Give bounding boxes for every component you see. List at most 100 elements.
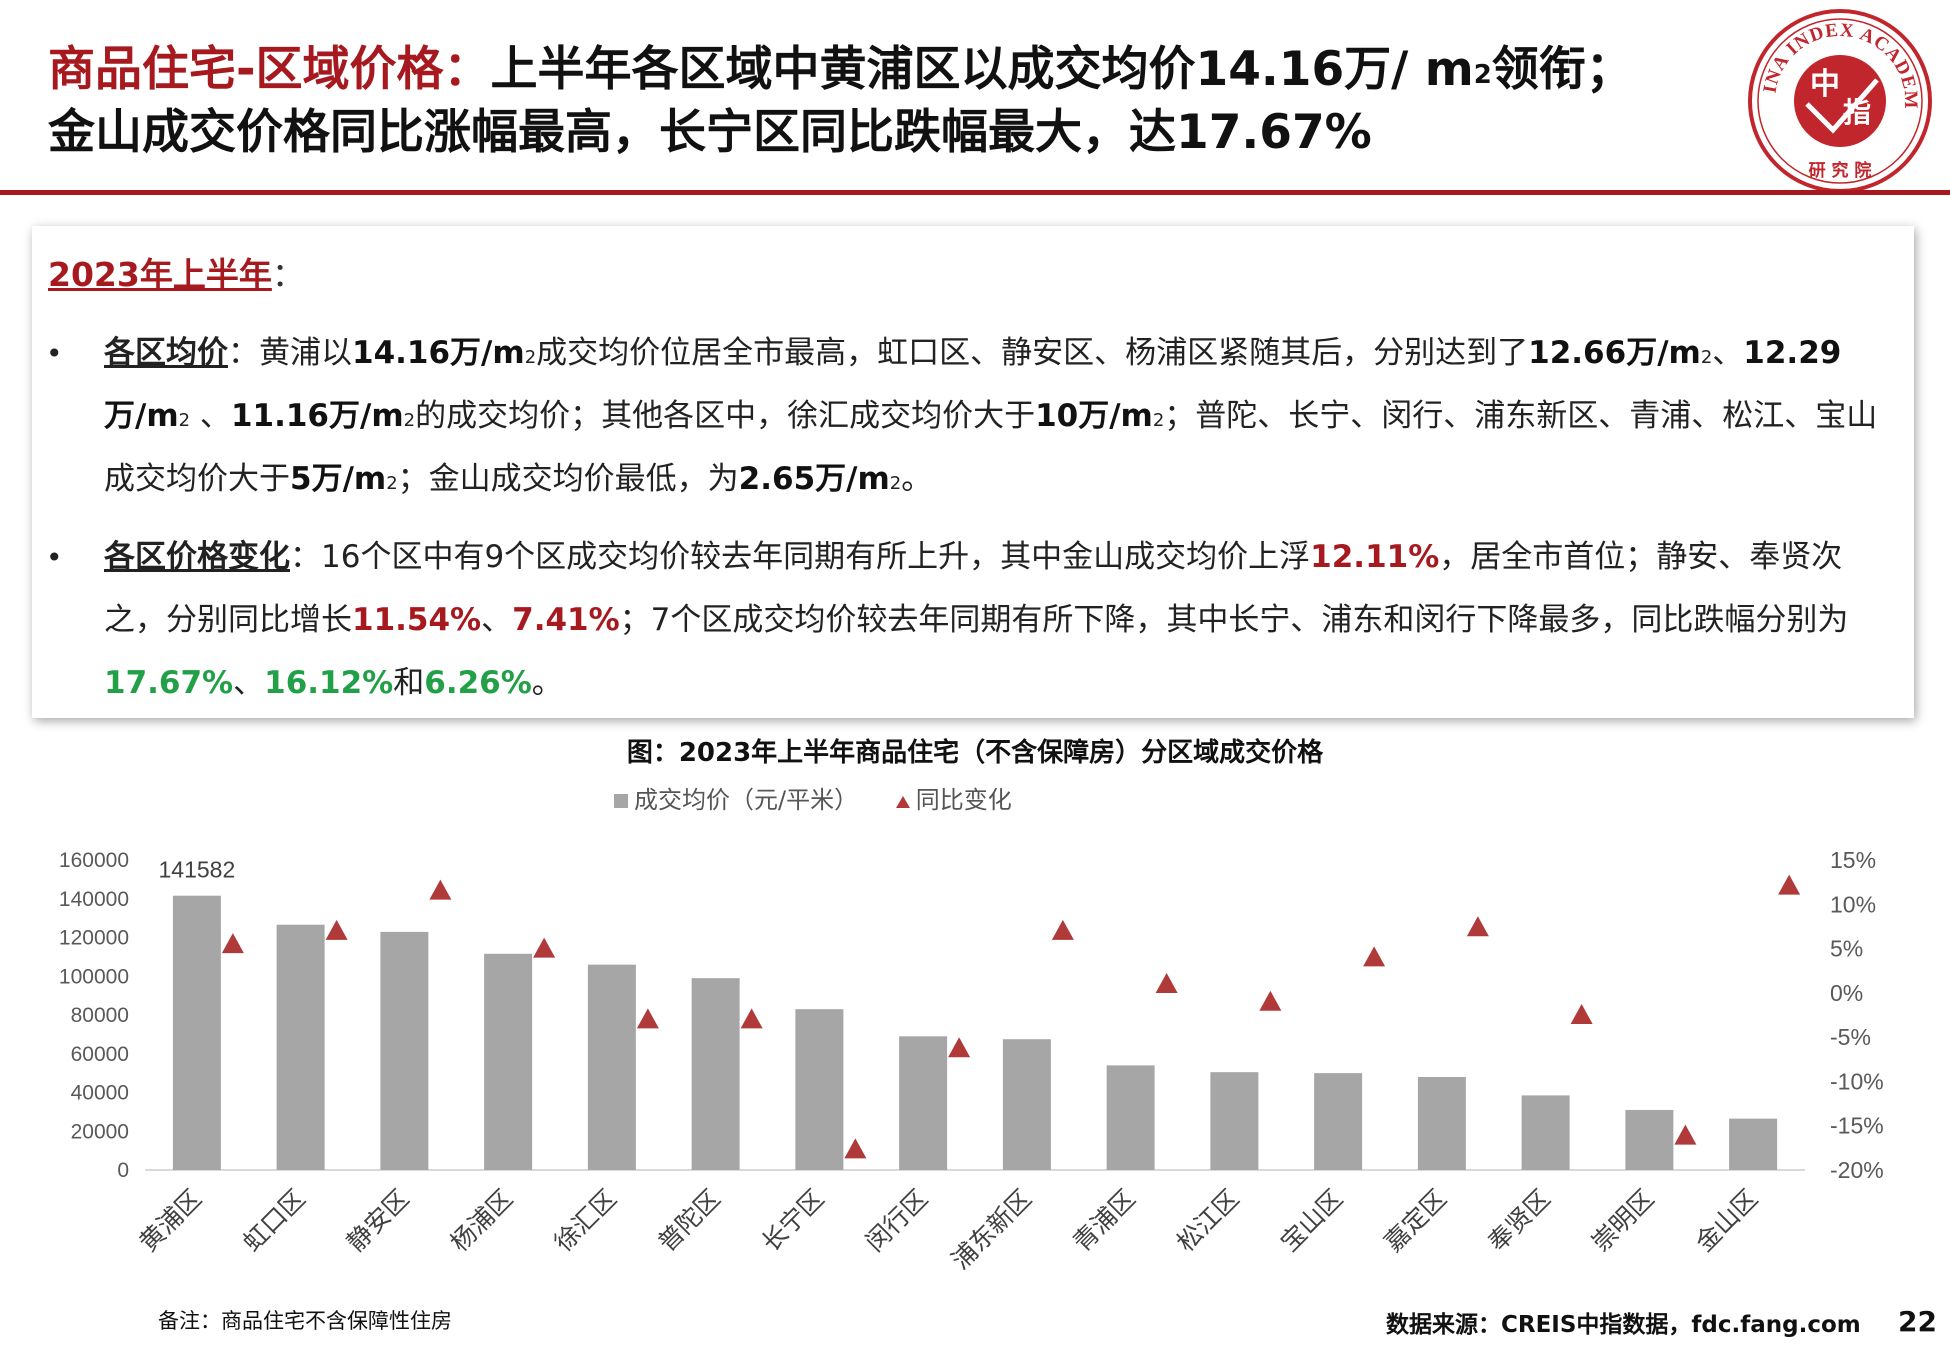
value-run: 12.66万/m xyxy=(1528,335,1701,371)
x-tick-label: 杨浦区 xyxy=(445,1184,519,1258)
text-run: ；7个区成交均价较去年同期有所下降，其中长宁、浦东和闵行下降最多，同比跌幅分别为 xyxy=(619,602,1849,638)
price-chart: 0 20000 40000 60000 80000 100000 120000 140000 1… xyxy=(59,847,1884,1275)
change-marker xyxy=(740,1008,763,1029)
x-tick-label: 嘉定区 xyxy=(1379,1184,1453,1258)
x-tick-label: 黄浦区 xyxy=(134,1184,208,1258)
x-tick-label: 浦东新区 xyxy=(946,1184,1037,1275)
bar xyxy=(172,895,221,1170)
x-tick-label: 静安区 xyxy=(341,1184,415,1258)
y-right-tick-label: 5% xyxy=(1830,936,1863,962)
change-marker xyxy=(1363,946,1386,967)
bullet-head: 各区均价 xyxy=(104,335,228,371)
text-run: ，居全市首位；静安、奉贤次之，分别同比增长 xyxy=(104,539,1843,638)
x-tick-label: 崇明区 xyxy=(1586,1184,1660,1258)
text-run: 、 xyxy=(233,665,265,701)
y-left-tick-label: 20000 xyxy=(71,1120,129,1143)
y-left-tick-label: 60000 xyxy=(71,1043,129,1066)
rise-value: 12.11% xyxy=(1310,539,1440,575)
text-run: ：黄浦以 xyxy=(228,335,352,371)
bar xyxy=(380,931,429,1170)
value-run: 10万/m xyxy=(1035,398,1153,434)
bar xyxy=(1210,1072,1259,1170)
bar xyxy=(1625,1109,1674,1170)
y-right-tick-label: -20% xyxy=(1830,1157,1884,1183)
bar xyxy=(795,1009,844,1170)
bar xyxy=(1417,1077,1466,1170)
text-run: 的成交均价；其他各区中，徐汇成交均价大于 xyxy=(415,398,1036,434)
y-left-tick-label: 40000 xyxy=(71,1082,129,1105)
bullet-dot: • xyxy=(46,337,63,370)
text-run: ；普陀、长宁、闵行、浦东新区、青浦、松江、宝山成交均价大于 xyxy=(104,398,1878,497)
legend-marker-label: 同比变化 xyxy=(915,786,1012,814)
bar xyxy=(691,978,740,1170)
bar xyxy=(1729,1118,1778,1170)
bar xyxy=(276,924,325,1170)
sup: 2 xyxy=(386,473,398,494)
bar xyxy=(484,953,533,1170)
chart-title: 图：2023年上半年商品住宅（不含保障房）分区域成交价格 xyxy=(626,738,1324,768)
sup: 2 xyxy=(1700,347,1713,368)
sup: 2 xyxy=(403,410,416,431)
bar xyxy=(1106,1065,1155,1170)
x-tick-label: 宝山区 xyxy=(1275,1184,1349,1258)
y-left-tick-label: 120000 xyxy=(59,927,129,950)
bar-data-label: 141582 xyxy=(159,857,236,883)
y-left-tick-label: 0 xyxy=(117,1159,129,1182)
title-text-1: 上半年各区域中黄浦区以成交均价14.16万/ m xyxy=(490,42,1474,97)
text-run: 。 xyxy=(531,665,563,701)
change-marker xyxy=(1674,1124,1697,1145)
change-marker xyxy=(636,1008,659,1029)
bullet-price-change: • 各区价格变化：16个区中有9个区成交均价较去年同期有所上升，其中金山成交均价… xyxy=(46,526,1894,715)
y-right-tick-label: -15% xyxy=(1830,1113,1884,1139)
x-tick-label: 金山区 xyxy=(1690,1184,1764,1258)
change-marker xyxy=(1466,916,1489,937)
summary-box: 2023年上半年： • 各区均价：黄浦以14.16万/m2成交均价位居全市最高，… xyxy=(32,226,1914,718)
fall-value: 6.26% xyxy=(424,665,532,701)
change-marker xyxy=(1051,919,1074,940)
summary-year-heading: 2023年上半年： xyxy=(48,248,305,296)
title-sup: 2 xyxy=(1473,60,1492,90)
x-tick-label: 松江区 xyxy=(1171,1184,1245,1258)
y-right-tick-label: -10% xyxy=(1830,1068,1884,1094)
bar xyxy=(899,1036,948,1170)
text-run: 和 xyxy=(393,665,425,701)
x-tick-label: 虹口区 xyxy=(237,1184,311,1258)
bar xyxy=(1002,1039,1051,1170)
page-title: 商品住宅-区域价格：上半年各区域中黄浦区以成交均价14.16万/ m2领衔； 金… xyxy=(48,38,1698,164)
value-run: 12.29万/m xyxy=(104,335,1842,434)
change-marker xyxy=(325,919,348,940)
legend-triangle-icon xyxy=(895,796,910,808)
y-left-tick-label: 100000 xyxy=(59,965,129,988)
change-marker xyxy=(948,1037,971,1058)
y-left-tick-label: 140000 xyxy=(59,888,129,911)
footer-note: 备注：商品住宅不含保障性住房 xyxy=(158,1309,452,1333)
text-run: ；金山成交均价最低，为 xyxy=(397,461,739,497)
text-run: 、 xyxy=(481,602,513,638)
x-tick-label: 奉贤区 xyxy=(1482,1184,1556,1258)
text-run: 、 xyxy=(1712,335,1744,371)
text-run: ：16个区中有9个区成交均价较去年同期有所上升，其中金山成交均价上浮 xyxy=(290,539,1311,575)
fall-value: 17.67% xyxy=(104,665,234,701)
change-marker xyxy=(221,933,244,954)
year-colon: ： xyxy=(271,255,305,294)
change-marker xyxy=(844,1138,867,1159)
value-run: 14.16万/m xyxy=(352,335,525,371)
chart-legend: 成交均价（元/平米） 同比变化 xyxy=(614,780,1012,815)
text-run: 、 xyxy=(190,398,231,434)
value-run: 11.16万/m xyxy=(230,398,404,434)
value-run: 5万/m xyxy=(290,461,387,497)
legend-bar-label: 成交均价（元/平米） xyxy=(634,786,859,814)
text-run: 。 xyxy=(901,461,933,497)
bar xyxy=(1314,1073,1363,1170)
x-tick-label: 长宁区 xyxy=(756,1184,830,1258)
y-right-tick-label: -5% xyxy=(1830,1024,1871,1050)
y-left-tick-label: 80000 xyxy=(71,1004,129,1027)
text-run: 成交均价位居全市最高，虹口区、静安区、杨浦区紧随其后，分别达到了 xyxy=(536,335,1529,371)
header-divider xyxy=(0,190,1950,195)
logo-char-right: 指 xyxy=(1843,96,1871,129)
sup: 2 xyxy=(524,347,537,368)
sup: 2 xyxy=(178,410,191,431)
bar xyxy=(1521,1095,1570,1170)
change-marker xyxy=(1570,1004,1593,1024)
sup: 2 xyxy=(1152,410,1165,431)
